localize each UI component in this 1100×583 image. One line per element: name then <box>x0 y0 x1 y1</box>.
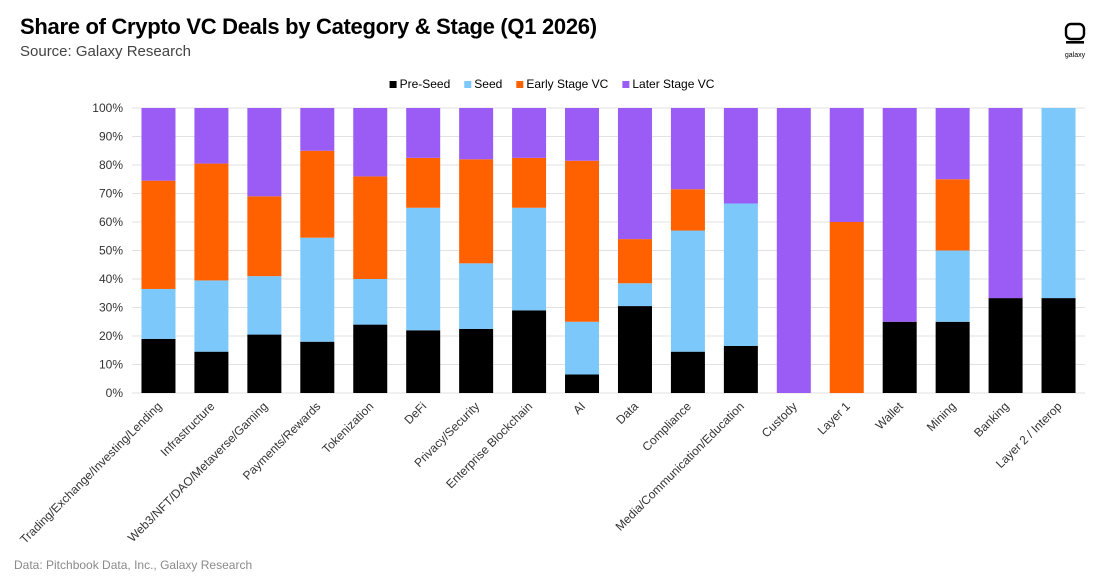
bar-segment <box>512 108 547 158</box>
bar-segment <box>723 345 758 393</box>
bar-segment <box>512 310 547 393</box>
bar-segment <box>406 108 441 158</box>
bar-segment <box>194 351 229 393</box>
bar-segment <box>247 108 282 197</box>
bar-segment <box>935 321 970 393</box>
bar-segment <box>194 163 229 281</box>
bar-segment <box>247 196 282 277</box>
bar-segment <box>617 283 652 307</box>
bar-segment <box>406 157 441 208</box>
bar-segment <box>988 108 1023 299</box>
bar-segment <box>935 179 970 251</box>
bar-segment <box>459 328 494 393</box>
y-tick-label: 70% <box>99 187 123 201</box>
bar-segment <box>300 108 335 151</box>
bar-segment <box>459 263 494 329</box>
y-tick-label: 30% <box>99 301 123 315</box>
bar-segment <box>406 207 441 331</box>
bar-segment <box>565 160 600 322</box>
bar-segment <box>194 280 229 352</box>
y-tick-label: 80% <box>99 158 123 172</box>
chart-title: Share of Crypto VC Deals by Category & S… <box>20 14 597 39</box>
bar-segment <box>512 207 547 311</box>
bar-segment <box>141 288 176 339</box>
legend-label: Seed <box>474 77 502 91</box>
bar-segment <box>459 159 494 264</box>
x-tick-label: Wallet <box>873 399 907 433</box>
y-tick-label: 50% <box>99 244 123 258</box>
x-tick-label: AI <box>570 399 588 417</box>
bar-segment <box>670 189 705 231</box>
bar-segment <box>353 176 388 279</box>
x-tick-label: Mining <box>924 399 959 434</box>
bar-segment <box>617 239 652 284</box>
galaxy-logo-text: galaxy <box>1064 52 1086 59</box>
bar-segment <box>565 108 600 161</box>
legend-label: Early Stage VC <box>526 77 608 91</box>
bar-segment <box>723 108 758 204</box>
bar-segment <box>617 306 652 393</box>
bar-segment <box>935 250 970 322</box>
bar-segment <box>829 222 864 393</box>
y-tick-label: 90% <box>99 130 123 144</box>
bar-segment <box>829 108 864 222</box>
legend-swatch <box>464 81 472 88</box>
x-tick-label: DeFi <box>401 399 429 427</box>
legend-swatch <box>389 81 397 88</box>
bar-segment <box>512 157 547 208</box>
legend-swatch <box>622 81 630 88</box>
bar-segment <box>194 108 229 164</box>
y-tick-label: 100% <box>92 101 123 115</box>
bar-segment <box>300 150 335 238</box>
bar-segment <box>988 298 1023 393</box>
legend-swatch <box>516 81 524 88</box>
bar-segment <box>300 341 335 393</box>
bar-segment <box>565 374 600 393</box>
bar-segment <box>882 321 917 393</box>
x-tick-label: Enterprise Blockchain <box>443 399 535 491</box>
bar-segment <box>565 321 600 375</box>
y-tick-label: 20% <box>99 329 123 343</box>
bar-segment <box>670 108 705 190</box>
bar-segment <box>670 351 705 393</box>
bar-segment <box>882 108 917 322</box>
bar-segment <box>406 330 441 393</box>
x-tick-label: Compliance <box>639 399 694 454</box>
bar-segment <box>459 108 494 160</box>
y-tick-label: 0% <box>106 386 124 400</box>
bar-segment <box>141 180 176 289</box>
chart-subtitle: Source: Galaxy Research <box>20 43 191 60</box>
galaxy-logo-icon <box>1064 22 1086 44</box>
bar-segment <box>353 108 388 177</box>
bar-segment <box>1041 298 1076 393</box>
bar-segment <box>141 108 176 181</box>
legend-label: Pre-Seed <box>400 77 451 91</box>
x-tick-label: Custody <box>759 399 800 440</box>
bar-segment <box>353 324 388 393</box>
x-tick-label: Data <box>613 399 641 427</box>
bar-segment <box>1041 108 1076 299</box>
legend-label: Later Stage VC <box>632 77 714 91</box>
y-tick-label: 60% <box>99 215 123 229</box>
bar-segment <box>247 276 282 335</box>
bar-segment <box>776 108 811 393</box>
bar-segment <box>935 108 970 180</box>
bar-segment <box>353 279 388 325</box>
bar-segment <box>617 108 652 240</box>
galaxy-logo: galaxy <box>1058 22 1092 62</box>
bar-segment <box>141 338 176 393</box>
y-tick-label: 40% <box>99 272 123 286</box>
x-tick-label: Layer 1 <box>815 399 853 437</box>
bar-segment <box>247 334 282 393</box>
bar-segment <box>300 237 335 342</box>
x-tick-label: Banking <box>971 399 1012 440</box>
bar-segment <box>723 203 758 346</box>
x-tick-label: Tokenization <box>319 399 376 456</box>
y-tick-label: 10% <box>99 358 123 372</box>
bar-segment <box>670 230 705 352</box>
data-source-footer: Data: Pitchbook Data, Inc., Galaxy Resea… <box>14 558 253 572</box>
